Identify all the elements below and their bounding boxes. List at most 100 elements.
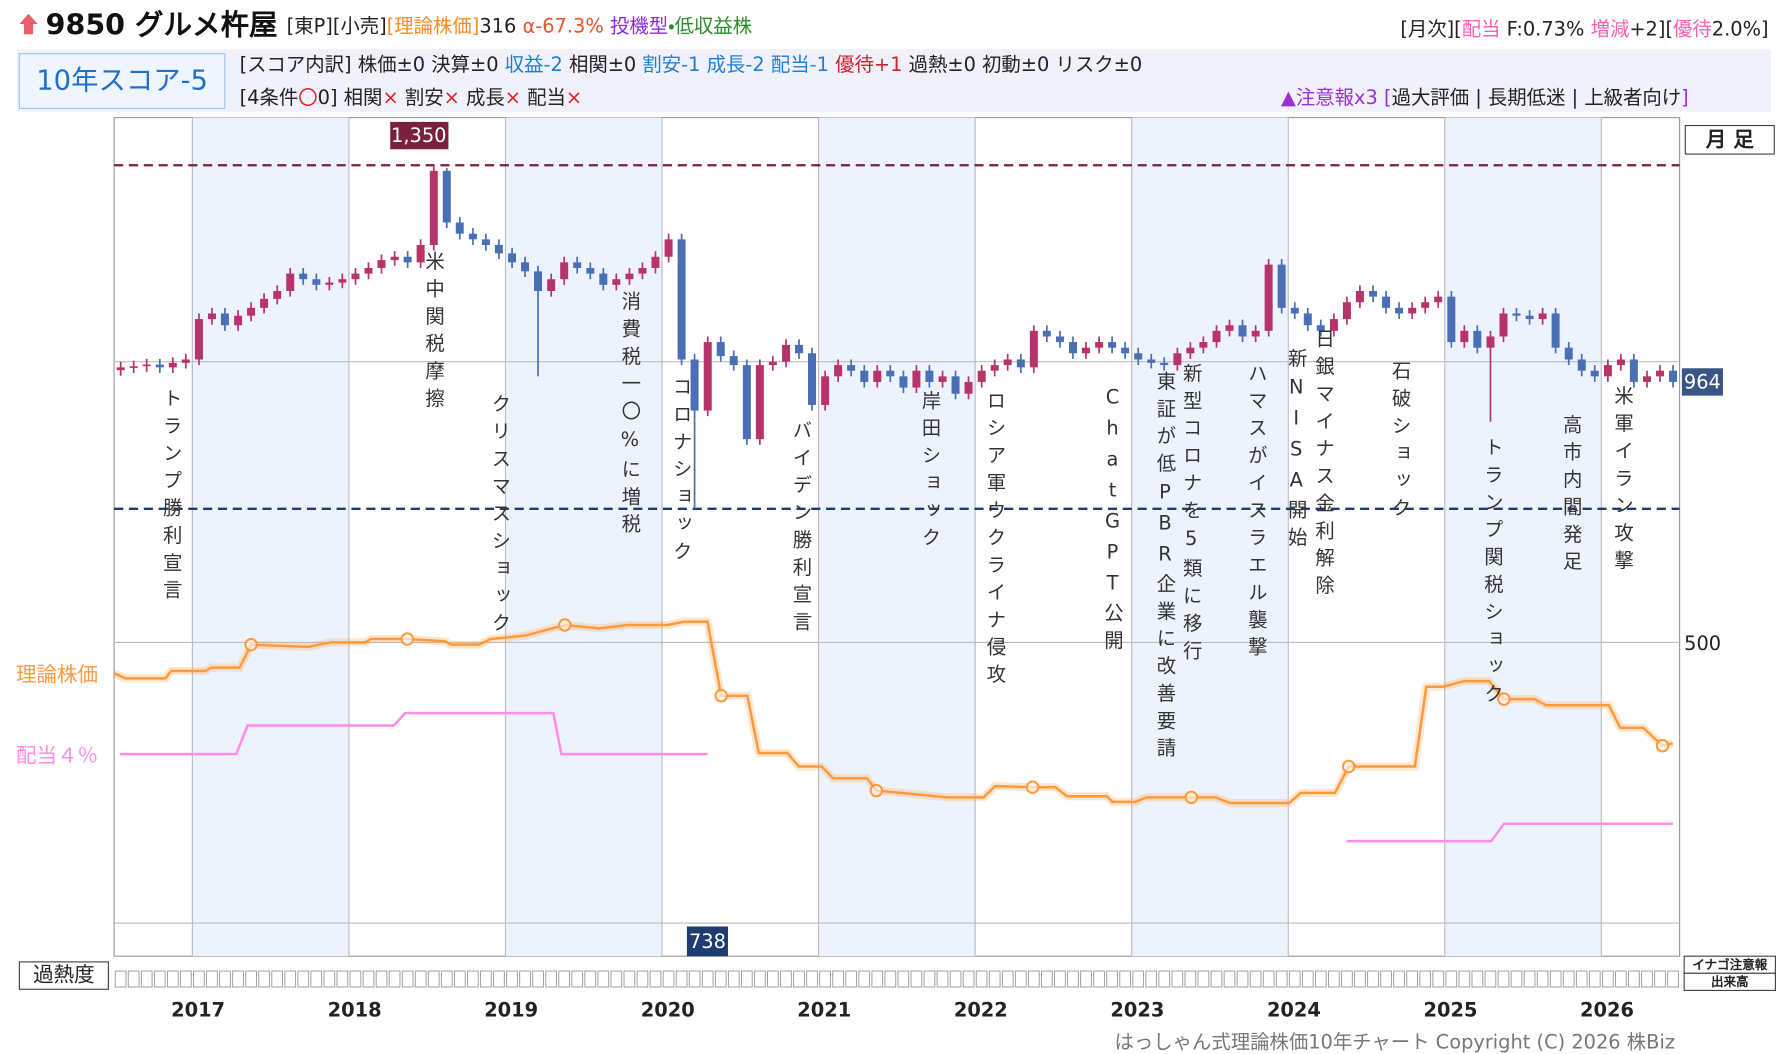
heat-cell bbox=[166, 970, 179, 988]
candle-body bbox=[1538, 313, 1547, 320]
heat-cell bbox=[1249, 970, 1262, 988]
heat-cell bbox=[1354, 970, 1366, 988]
warning: ▲注意報x3 [過大評価 | 長期低迷 | 上級者向け] bbox=[1281, 86, 1689, 109]
score: 10年スコア-5 bbox=[36, 66, 208, 97]
conditions: [4条件〇0] 相関× 割安× 成長× 配当× bbox=[240, 86, 583, 109]
heat-cell bbox=[414, 970, 427, 988]
heat-cell bbox=[193, 970, 205, 988]
heat-cell bbox=[310, 970, 323, 988]
candle-body bbox=[755, 365, 764, 440]
event-annotation: 新型コロナを5類に移行 bbox=[1180, 363, 1203, 668]
heat-cell bbox=[323, 970, 336, 988]
heat-cell bbox=[1301, 970, 1314, 988]
heat-cell bbox=[519, 970, 531, 988]
heat-cell bbox=[949, 970, 962, 988]
candle-body bbox=[325, 282, 334, 285]
candle-body bbox=[181, 359, 190, 363]
period-box bbox=[1684, 124, 1775, 155]
candle-body bbox=[1055, 336, 1064, 343]
candle-body bbox=[273, 290, 282, 299]
heat-box bbox=[18, 961, 109, 990]
line-marker bbox=[1341, 759, 1356, 774]
heat-cell bbox=[480, 970, 492, 988]
candle-body bbox=[1629, 359, 1638, 382]
up-arrow-icon bbox=[19, 13, 38, 35]
heat-cell bbox=[1027, 970, 1040, 988]
heat-cell bbox=[532, 970, 544, 988]
candle-body bbox=[795, 344, 803, 354]
year-band bbox=[505, 117, 663, 957]
heat-cell bbox=[114, 970, 127, 988]
candle-body bbox=[1212, 330, 1221, 343]
header-part: [月次][ bbox=[1400, 17, 1461, 40]
event-annotation: バイデン勝利宣言 bbox=[790, 420, 813, 639]
heat-cell bbox=[1014, 970, 1027, 988]
inago-label: イナゴ注意報 bbox=[1692, 957, 1767, 972]
heat-cell bbox=[1184, 970, 1197, 988]
max-label: 1,350 bbox=[391, 124, 446, 147]
plot-area bbox=[112, 116, 1681, 957]
candle-body bbox=[625, 273, 634, 280]
heat-cell bbox=[493, 970, 505, 988]
candle-body bbox=[207, 313, 216, 320]
header-part: 0] 相関 bbox=[318, 86, 383, 109]
min-label-box bbox=[686, 926, 728, 957]
candle-body bbox=[1199, 342, 1208, 348]
candle-body bbox=[403, 256, 412, 263]
header-part: × bbox=[505, 86, 521, 109]
candle-body bbox=[560, 262, 569, 280]
candle-body bbox=[886, 370, 895, 377]
heat-cell bbox=[545, 970, 557, 988]
heat-cell bbox=[453, 970, 466, 988]
heat-cell bbox=[1588, 970, 1601, 988]
heat-cell bbox=[819, 970, 831, 988]
heat-cell bbox=[1106, 970, 1118, 988]
legend-label: 理論株価 bbox=[16, 663, 98, 687]
event-annotation: ロシア軍ウクライナ侵攻 bbox=[983, 390, 1006, 691]
candle-body bbox=[1512, 313, 1521, 316]
candle-body bbox=[1525, 315, 1534, 320]
heat-cell bbox=[636, 970, 649, 988]
candle-body bbox=[1095, 342, 1104, 348]
heat-cell bbox=[793, 970, 805, 988]
candle-body bbox=[1016, 359, 1025, 368]
candle-body bbox=[847, 365, 856, 371]
heat-cell bbox=[1471, 970, 1484, 988]
candle-body bbox=[1238, 325, 1247, 337]
x-tick-label: 2018 bbox=[328, 998, 382, 1021]
candle-body bbox=[299, 273, 308, 280]
header-part: α-67.3% bbox=[516, 14, 603, 37]
heat-cell bbox=[467, 970, 479, 988]
heat-cell bbox=[884, 970, 897, 988]
candle-body bbox=[260, 298, 269, 308]
heat-cell bbox=[140, 970, 153, 988]
header-part: 増減 bbox=[1591, 17, 1630, 40]
candle-body bbox=[860, 370, 869, 382]
event-annotation: ハマスがイスラエル襲撃 bbox=[1245, 363, 1268, 664]
event-annotation: クリスマスショック bbox=[488, 394, 511, 640]
max-label-box bbox=[390, 121, 449, 150]
candle-body bbox=[1369, 290, 1378, 297]
x-tick-label: 2020 bbox=[641, 998, 695, 1021]
candle-body bbox=[1460, 330, 1469, 343]
event-annotation: トランプ勝利宣言 bbox=[160, 388, 183, 607]
header-part: 2.0%] bbox=[1712, 17, 1769, 40]
header-part: 優待 bbox=[1673, 17, 1712, 40]
header-part: 過大評価 | 長期低迷 | 上級者向け bbox=[1392, 86, 1682, 109]
candle-body bbox=[1029, 330, 1038, 368]
candle-body bbox=[1486, 336, 1495, 348]
heat-cell bbox=[1484, 970, 1497, 988]
heat-cell bbox=[1367, 970, 1379, 988]
heat-cell bbox=[1197, 970, 1210, 988]
heat-cell bbox=[206, 970, 218, 988]
candle-body bbox=[612, 279, 621, 285]
candle-body bbox=[573, 262, 582, 268]
heat-cell bbox=[558, 970, 571, 988]
candle-body bbox=[1316, 325, 1325, 331]
heat-cell bbox=[297, 970, 310, 988]
header-part: 316 bbox=[479, 14, 516, 37]
heat-cell bbox=[623, 970, 636, 988]
heat-cell bbox=[610, 970, 623, 988]
candle-body bbox=[1251, 330, 1260, 337]
candle-body bbox=[690, 359, 699, 411]
